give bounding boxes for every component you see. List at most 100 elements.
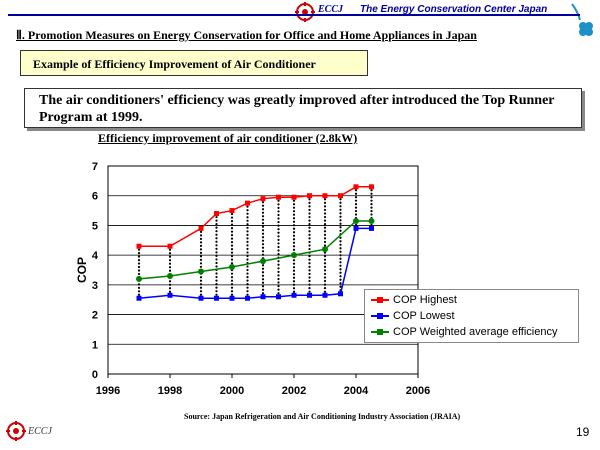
product-dot	[308, 237, 311, 240]
product-dot	[137, 255, 141, 258]
product-dot	[354, 209, 358, 213]
product-dot	[261, 271, 265, 274]
point-highest	[167, 243, 173, 249]
product-dot	[215, 272, 218, 275]
product-dot	[230, 293, 234, 296]
chart-title: Efficiency improvement of air conditione…	[98, 131, 358, 145]
product-dot	[339, 219, 342, 222]
product-dot	[308, 201, 311, 204]
point-highest	[353, 184, 359, 190]
product-dot	[323, 265, 327, 268]
product-dot	[215, 215, 218, 219]
product-dot	[292, 266, 296, 269]
point-lowest	[229, 295, 235, 301]
legend-item-highest: COP Highest	[369, 292, 574, 308]
product-dot	[215, 290, 218, 293]
product-dot	[339, 240, 342, 243]
product-dot	[308, 205, 311, 208]
product-dot	[292, 238, 296, 241]
product-dot	[246, 283, 249, 286]
point-lowest	[136, 295, 142, 301]
point-highest	[198, 225, 204, 231]
product-dot	[292, 217, 296, 220]
product-dot	[308, 233, 311, 236]
product-dot	[370, 206, 373, 209]
product-dot	[308, 219, 311, 222]
product-dot	[230, 223, 234, 226]
product-dot	[277, 263, 280, 266]
product-dot	[370, 213, 373, 216]
product-dot	[292, 206, 296, 209]
product-dot	[246, 205, 249, 208]
product-dot	[261, 239, 265, 242]
intro-text-box: The air conditioners' efficiency was gre…	[24, 88, 582, 128]
product-dot	[246, 230, 249, 233]
product-dot	[339, 271, 342, 274]
product-dot	[292, 259, 296, 262]
product-dot	[246, 223, 249, 226]
point-lowest	[198, 295, 204, 301]
product-dot	[168, 269, 172, 272]
product-dot	[199, 286, 203, 289]
product-dot	[246, 293, 249, 296]
product-dot	[230, 272, 234, 275]
product-dot	[323, 262, 327, 265]
product-dot	[246, 237, 249, 240]
point-lowest	[214, 295, 219, 301]
product-dot	[261, 281, 265, 284]
product-dot	[168, 255, 172, 258]
product-dot	[323, 215, 327, 219]
legend-item-weighted: COP Weighted average efficiency	[369, 324, 574, 340]
product-dot	[339, 250, 342, 253]
product-dot	[292, 262, 296, 265]
product-dot	[370, 199, 373, 202]
product-dot	[339, 254, 342, 257]
product-dot	[230, 230, 234, 233]
product-dot	[354, 192, 358, 195]
product-dot	[215, 240, 218, 243]
product-dot	[137, 262, 141, 265]
product-dot	[339, 264, 342, 267]
product-dot	[292, 224, 296, 227]
product-dot	[339, 261, 342, 264]
product-dot	[370, 209, 373, 213]
chart-legend: COP Highest COP Lowest COP Weighted aver…	[364, 289, 579, 343]
product-dot	[168, 259, 172, 262]
product-dot	[230, 290, 234, 293]
product-dot	[292, 283, 296, 286]
legend-item-lowest: COP Lowest	[369, 308, 574, 324]
product-dot	[308, 272, 311, 276]
product-dot	[308, 258, 311, 261]
product-dot	[308, 208, 311, 212]
legend-swatch-lowest	[371, 313, 389, 319]
product-dot	[292, 220, 296, 223]
product-dot	[370, 223, 373, 227]
product-dot	[292, 290, 296, 293]
product-dot	[230, 276, 234, 279]
product-dot	[215, 247, 218, 250]
product-dot	[339, 229, 342, 232]
product-dot	[277, 277, 280, 281]
product-dot	[323, 287, 327, 290]
product-dot	[277, 260, 280, 263]
product-dot	[354, 196, 358, 199]
product-dot	[246, 258, 249, 261]
product-dot	[215, 254, 218, 257]
product-dot	[339, 201, 342, 204]
product-dot	[277, 199, 280, 202]
product-dot	[168, 262, 172, 265]
y-tick-label: 4	[92, 250, 99, 262]
product-dot	[308, 226, 311, 229]
product-dot	[246, 247, 249, 251]
footer-logo-text: ECCJ	[28, 426, 52, 437]
x-tick-label: 2002	[282, 385, 306, 397]
product-dot	[339, 226, 342, 229]
product-dot	[292, 287, 296, 290]
point-lowest	[353, 225, 359, 231]
product-dot	[354, 203, 358, 206]
eccj-logo-icon	[295, 2, 315, 22]
product-dot	[215, 265, 218, 268]
product-dot	[230, 227, 234, 230]
product-dot	[261, 218, 265, 221]
product-dot	[277, 228, 280, 231]
